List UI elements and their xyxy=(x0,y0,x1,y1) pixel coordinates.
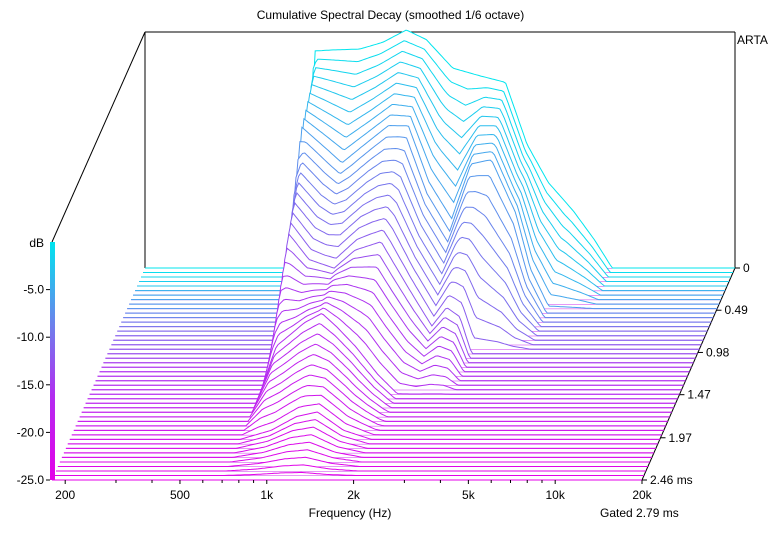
decay-slice xyxy=(107,232,698,355)
x-axis-label: Frequency (Hz) xyxy=(308,506,392,520)
decay-slice xyxy=(103,261,694,364)
decay-slice xyxy=(73,394,664,431)
decay-slice xyxy=(59,449,650,463)
decay-slice xyxy=(71,403,662,436)
z-tick-label: -20.0 xyxy=(17,425,45,439)
decay-slice xyxy=(61,441,652,458)
decay-slice xyxy=(99,283,690,373)
decay-slice xyxy=(77,374,668,422)
decay-slice xyxy=(63,434,654,454)
z-tick-label: -5.0 xyxy=(23,283,44,297)
decay-slice xyxy=(109,221,700,350)
slice-mask xyxy=(99,284,690,372)
decay-slice xyxy=(143,40,733,273)
decay-slice xyxy=(101,275,692,368)
right-depth-edge xyxy=(641,267,736,481)
axes-labels: 200 500 1k 2k 5k 10k 20k 0 0.49 0.98 1.47 1.97 2.46 … xyxy=(17,236,750,502)
decay-slice xyxy=(131,104,722,301)
slice-mask xyxy=(91,308,682,390)
decay-slice xyxy=(67,419,658,445)
decay-slice xyxy=(127,124,718,310)
decay-slice xyxy=(141,50,731,278)
x-tick-label: 1k xyxy=(260,488,274,502)
decay-slice xyxy=(89,313,680,395)
decay-slice xyxy=(54,471,644,476)
decay-slice xyxy=(133,93,724,296)
chart-title: Cumulative Spectral Decay (smoothed 1/6 … xyxy=(256,8,525,22)
decay-slice xyxy=(85,333,676,404)
slice-mask xyxy=(103,262,694,363)
decay-slice xyxy=(129,114,720,305)
decay-slice xyxy=(95,296,686,382)
decay-slice xyxy=(93,302,684,386)
time-tick-label: 0.49 xyxy=(724,303,748,317)
decay-slice xyxy=(125,136,716,314)
decay-slice xyxy=(139,61,730,282)
x-tick-label: 2k xyxy=(347,488,361,502)
decay-slice xyxy=(65,426,656,449)
decay-slice xyxy=(79,364,670,418)
decay-slice xyxy=(135,82,726,292)
decay-slice xyxy=(81,354,672,413)
gated-label: Gated 2.79 ms xyxy=(600,506,679,520)
decay-slices xyxy=(52,29,735,481)
decay-slice xyxy=(105,247,696,359)
slice-mask xyxy=(101,275,692,368)
decay-slice xyxy=(113,201,704,341)
z-tick-label: -25.0 xyxy=(17,473,45,487)
z-tick-label: -10.0 xyxy=(17,330,45,344)
color-bar xyxy=(50,242,55,480)
z-axis-label: dB xyxy=(29,236,44,250)
decay-slice xyxy=(83,343,674,409)
decay-slice xyxy=(117,182,708,332)
decay-slice xyxy=(56,464,646,472)
decay-slice xyxy=(145,29,735,269)
slice-mask xyxy=(93,302,684,386)
decay-slice xyxy=(121,159,712,323)
decay-slice xyxy=(137,72,728,287)
decay-slice xyxy=(75,384,666,427)
decay-slice xyxy=(115,192,706,337)
decay-slice xyxy=(111,211,702,346)
slice-mask xyxy=(61,442,652,458)
x-tick-label: 500 xyxy=(170,488,190,502)
x-tick-label: 10k xyxy=(546,488,566,502)
decay-slice xyxy=(119,171,710,328)
x-tick-label: 5k xyxy=(462,488,476,502)
top-depth-edge xyxy=(51,31,146,243)
z-tick-label: -15.0 xyxy=(17,378,45,392)
decay-slice xyxy=(57,456,648,467)
time-tick-label: 1.47 xyxy=(687,388,711,402)
decay-slice xyxy=(69,411,660,440)
decay-slice xyxy=(87,323,678,400)
time-tick-label: 0 xyxy=(743,261,750,275)
decay-slice xyxy=(97,290,688,377)
decay-slice xyxy=(123,147,714,319)
time-tick-label: 0.98 xyxy=(706,345,730,359)
x-tick-label: 200 xyxy=(55,488,75,502)
time-tick-label: 2.46 ms xyxy=(650,473,693,487)
time-tick-label: 1.97 xyxy=(669,431,693,445)
x-tick-label: 20k xyxy=(632,488,652,502)
decay-slice xyxy=(91,307,682,391)
